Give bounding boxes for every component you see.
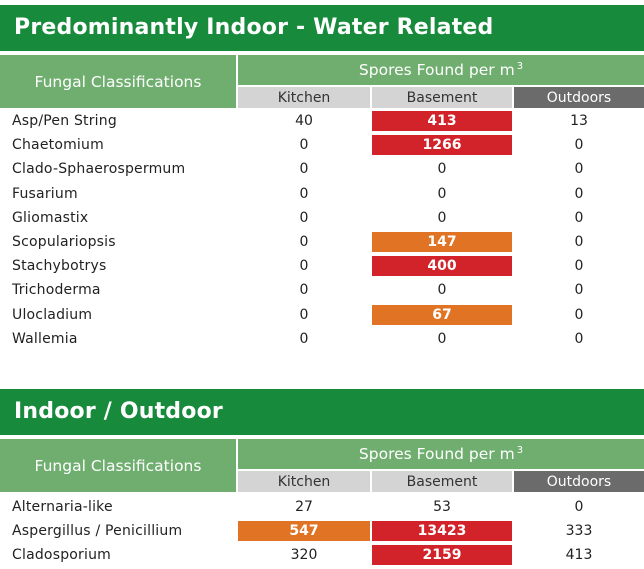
fungal-name-cell: Trichoderma <box>12 278 101 302</box>
basement-value-cell: 0 <box>372 208 512 228</box>
outdoors-value-cell: 0 <box>514 208 644 228</box>
table-row: Clado-Sphaerospermum 0 0 0 <box>0 157 644 181</box>
basement-value-cell: 67 <box>372 305 512 325</box>
outdoors-value-cell: 0 <box>514 232 644 252</box>
table-row: Stachybotrys 0 400 0 <box>0 254 644 278</box>
outdoors-value-cell: 413 <box>514 545 644 565</box>
fungal-classifications-header: Fungal Classifications <box>0 439 236 492</box>
kitchen-column-header: Kitchen <box>238 471 370 492</box>
table-row: Cladosporium 320 2159 413 <box>0 543 644 567</box>
table-header: Fungal Classifications Spores Found per … <box>0 55 644 108</box>
fungal-name-cell: Stachybotrys <box>12 254 107 278</box>
basement-value-cell: 0 <box>372 184 512 204</box>
outdoors-column-header: Outdoors <box>514 471 644 492</box>
kitchen-value-cell: 0 <box>238 280 370 300</box>
basement-value-cell: 147 <box>372 232 512 252</box>
basement-column-header: Basement <box>372 87 512 108</box>
table-header: Fungal Classifications Spores Found per … <box>0 439 644 492</box>
cubic-superscript: 3 <box>517 445 523 456</box>
table-row: Fusarium 0 0 0 <box>0 182 644 206</box>
fungal-name-cell: Ulocladium <box>12 303 92 327</box>
fungal-name-cell: Asp/Pen String <box>12 109 117 133</box>
fungal-name-cell: Gliomastix <box>12 206 88 230</box>
fungal-name-cell: Scopulariopsis <box>12 230 116 254</box>
table-body: Alternaria-like 27 53 0 Aspergillus / Penici… <box>0 492 644 568</box>
outdoors-value-cell: 0 <box>514 497 644 517</box>
basement-value-cell: 413 <box>372 111 512 131</box>
fungal-name-cell: Cladosporium <box>12 543 111 567</box>
spores-found-label: Spores Found per m <box>359 61 515 79</box>
table-row: Wallemia 0 0 0 <box>0 327 644 351</box>
outdoors-value-cell: 0 <box>514 256 644 276</box>
basement-value-cell: 53 <box>372 497 512 517</box>
table-row: Ulocladium 0 67 0 <box>0 303 644 327</box>
outdoors-value-cell: 0 <box>514 280 644 300</box>
table-row: Asp/Pen String 40 413 13 <box>0 109 644 133</box>
outdoors-value-cell: 333 <box>514 521 644 541</box>
outdoors-value-cell: 0 <box>514 184 644 204</box>
kitchen-value-cell: 0 <box>238 256 370 276</box>
fungal-name-cell: Wallemia <box>12 327 78 351</box>
spores-found-label: Spores Found per m <box>359 445 515 463</box>
kitchen-value-cell: 0 <box>238 184 370 204</box>
outdoors-column-header: Outdoors <box>514 87 644 108</box>
basement-value-cell: 2159 <box>372 545 512 565</box>
outdoors-value-cell: 13 <box>514 111 644 131</box>
table-row: Alternaria-like 27 53 0 <box>0 495 644 519</box>
table-row: Trichoderma 0 0 0 <box>0 278 644 302</box>
outdoors-value-cell: 0 <box>514 159 644 179</box>
table-row: Aspergillus / Penicillium 547 13423 333 <box>0 519 644 543</box>
fungal-name-cell: Chaetomium <box>12 133 104 157</box>
section-title-water-related: Predominantly Indoor - Water Related <box>0 5 644 51</box>
fungal-classifications-header: Fungal Classifications <box>0 55 236 108</box>
fungal-name-cell: Fusarium <box>12 182 78 206</box>
kitchen-value-cell: 40 <box>238 111 370 131</box>
kitchen-value-cell: 0 <box>238 159 370 179</box>
basement-value-cell: 13423 <box>372 521 512 541</box>
kitchen-column-header: Kitchen <box>238 87 370 108</box>
table-row: Chaetomium 0 1266 0 <box>0 133 644 157</box>
outdoors-value-cell: 0 <box>514 329 644 349</box>
outdoors-value-cell: 0 <box>514 135 644 155</box>
water-related-table: Fungal Classifications Spores Found per … <box>0 55 644 351</box>
fungal-name-cell: Alternaria-like <box>12 495 113 519</box>
table-row: Gliomastix 0 0 0 <box>0 206 644 230</box>
kitchen-value-cell: 27 <box>238 497 370 517</box>
kitchen-value-cell: 0 <box>238 232 370 252</box>
basement-value-cell: 0 <box>372 159 512 179</box>
basement-column-header: Basement <box>372 471 512 492</box>
kitchen-value-cell: 0 <box>238 208 370 228</box>
kitchen-value-cell: 0 <box>238 329 370 349</box>
basement-value-cell: 1266 <box>372 135 512 155</box>
cubic-superscript: 3 <box>517 61 523 72</box>
basement-value-cell: 0 <box>372 329 512 349</box>
fungal-name-cell: Aspergillus / Penicillium <box>12 519 182 543</box>
basement-value-cell: 0 <box>372 280 512 300</box>
table-body: Asp/Pen String 40 413 13 Chaetomium 0 1266 0 Cla… <box>0 108 644 351</box>
kitchen-value-cell: 0 <box>238 135 370 155</box>
basement-value-cell: 400 <box>372 256 512 276</box>
fungal-name-cell: Clado-Sphaerospermum <box>12 157 185 181</box>
kitchen-value-cell: 0 <box>238 305 370 325</box>
kitchen-value-cell: 547 <box>238 521 370 541</box>
section-title-indoor-outdoor: Indoor / Outdoor <box>0 389 644 435</box>
indoor-outdoor-table: Fungal Classifications Spores Found per … <box>0 439 644 568</box>
outdoors-value-cell: 0 <box>514 305 644 325</box>
kitchen-value-cell: 320 <box>238 545 370 565</box>
table-row: Scopulariopsis 0 147 0 <box>0 230 644 254</box>
